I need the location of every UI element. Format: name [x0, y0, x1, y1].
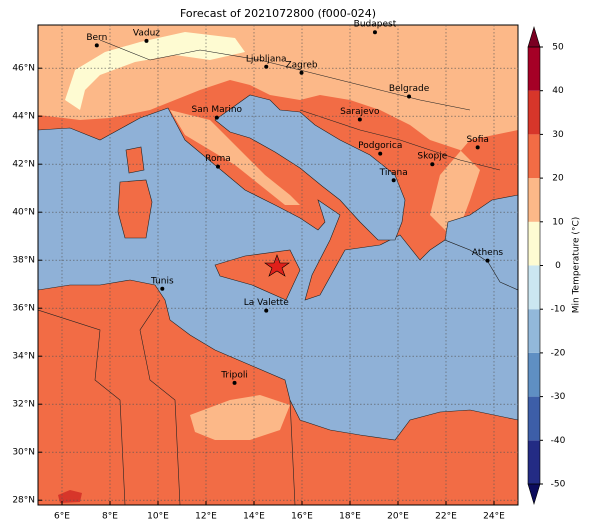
city-marker	[407, 94, 412, 99]
star-marker	[264, 254, 290, 277]
lon-tick-label: 18°E	[339, 512, 361, 522]
colorbar-tick-label: 50	[552, 43, 564, 53]
lon-tick-label: 24°E	[483, 512, 505, 522]
map-title: Forecast of 2021072800 (f000-024)	[180, 7, 376, 20]
city-label: Sofia	[466, 135, 488, 145]
hot-spot	[58, 490, 82, 503]
city-marker	[216, 164, 220, 169]
city-label: Budapest	[354, 20, 397, 30]
city-marker	[378, 151, 383, 156]
sea	[444, 194, 518, 291]
city-marker	[485, 258, 490, 263]
city-marker	[299, 70, 304, 75]
map-frame	[37, 24, 519, 506]
city-label: Tunis	[150, 276, 174, 286]
colorbar-band	[528, 90, 540, 135]
lat-tick-label: 44°N	[12, 112, 35, 122]
island	[125, 146, 145, 174]
lat-tick-label: 34°N	[12, 352, 35, 362]
colorbar-tick-label: 30	[552, 130, 564, 140]
country-border	[38, 39, 501, 505]
colorbar-band	[528, 47, 540, 91]
colorbar-band	[528, 440, 540, 484]
colorbar-tick-label: -20	[551, 348, 566, 358]
city-label: Belgrade	[389, 84, 430, 94]
city-label: Skopje	[417, 152, 447, 162]
cool-region	[65, 32, 245, 110]
lon-tick-label: 16°E	[291, 512, 313, 522]
colorbar-band	[528, 134, 540, 179]
city-label: Sarajevo	[340, 107, 380, 117]
colorbar-band	[528, 396, 540, 441]
lon-tick-label: 22°E	[435, 512, 457, 522]
city-marker	[94, 43, 99, 48]
colorbar-tick-label: -30	[551, 392, 566, 402]
lat-tick-label: 32°N	[12, 400, 35, 410]
lon-tick-label: 20°E	[387, 512, 409, 522]
city-marker	[430, 162, 435, 167]
colorbar-label: Min Temperature (°C)	[572, 217, 582, 314]
city-marker	[372, 30, 377, 35]
colorbar-tick-label: 0	[555, 261, 561, 271]
lon-tick-label: 6°E	[54, 512, 70, 522]
colorbar-band	[528, 178, 540, 222]
lat-tick-label: 40°N	[12, 208, 35, 218]
warm-region	[170, 110, 300, 205]
city-marker	[232, 380, 237, 385]
colorbar-tick-label: -10	[551, 305, 566, 315]
lon-tick-label: 14°E	[243, 512, 265, 522]
colorbar-band	[528, 221, 540, 266]
colorbar-tick-label: 20	[552, 174, 564, 184]
colorbar-tick-label: 40	[552, 86, 564, 96]
city-marker	[391, 178, 396, 183]
lat-tick-label: 46°N	[12, 64, 35, 74]
lat-tick-label: 38°N	[12, 256, 35, 266]
lon-tick-label: 10°E	[147, 512, 169, 522]
city-label: La Valette	[244, 298, 289, 308]
city-marker	[160, 286, 165, 291]
city-label: Roma	[205, 154, 231, 164]
sea	[214, 94, 406, 241]
city-marker	[357, 117, 362, 122]
city-label: San Marino	[192, 105, 243, 115]
colorbar-tick-label: -40	[551, 436, 566, 446]
city-label: Vaduz	[133, 28, 160, 38]
map-field	[38, 25, 518, 505]
colorbar-band	[528, 309, 540, 353]
warm-region	[190, 395, 290, 440]
city-label: Athens	[472, 248, 503, 258]
city-label: Tirana	[379, 168, 408, 178]
city-label: Ljubljana	[246, 54, 287, 64]
colorbar-extend	[527, 25, 541, 48]
colorbar-band	[528, 265, 540, 310]
lon-tick-label: 12°E	[195, 512, 217, 522]
city-marker	[264, 308, 269, 313]
island	[117, 179, 153, 239]
colorbar-extend	[527, 483, 541, 506]
lat-tick-label: 36°N	[12, 304, 35, 314]
lon-tick-label: 8°E	[102, 512, 118, 522]
city-label: Podgorica	[358, 141, 402, 151]
lat-tick-label: 42°N	[12, 160, 35, 170]
city-marker	[214, 115, 219, 120]
city-marker	[475, 145, 480, 150]
city-label: Tripoli	[220, 370, 248, 380]
city-marker	[264, 64, 269, 69]
city-label: Bern	[86, 33, 107, 43]
city-marker	[144, 38, 149, 43]
colorbar-tick-label: -50	[551, 480, 566, 490]
city-label: Zagreb	[285, 60, 317, 70]
colorbar-tick-label: 10	[552, 217, 564, 227]
lat-tick-label: 30°N	[12, 448, 35, 458]
colorbar-band	[528, 352, 540, 397]
lat-tick-label: 28°N	[12, 496, 35, 506]
